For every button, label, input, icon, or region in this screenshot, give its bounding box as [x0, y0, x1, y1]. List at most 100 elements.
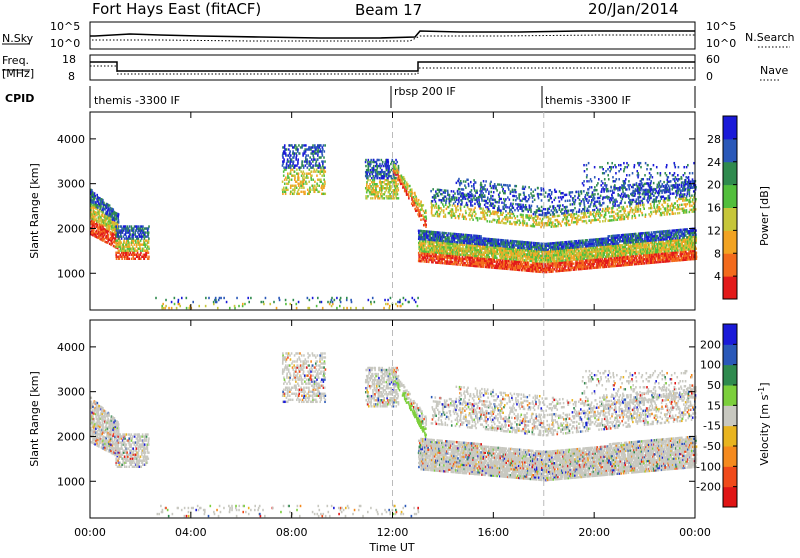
echo-cell — [370, 197, 372, 199]
echo-cell — [369, 179, 371, 181]
echo-cell — [586, 245, 588, 247]
echo-cell — [480, 235, 482, 237]
beam-label: Beam 17 — [355, 1, 422, 19]
echo-cell — [372, 179, 374, 181]
echo-cell — [489, 256, 491, 258]
echo-cell — [631, 249, 633, 251]
echo-cell — [120, 235, 122, 237]
echo-cell — [582, 249, 584, 251]
echo-cell — [377, 185, 379, 187]
echo-cell — [320, 156, 322, 158]
echo-cell — [314, 144, 316, 146]
echo-cell — [324, 166, 326, 168]
echo-cell — [548, 251, 550, 253]
echo-cell — [291, 158, 293, 160]
echo-cell — [606, 266, 608, 268]
echo-cell — [644, 262, 646, 264]
echo-cell — [425, 246, 427, 248]
echo-cell — [381, 159, 383, 161]
echo-cell — [296, 168, 298, 170]
echo-cell — [302, 144, 304, 146]
echo-cell — [316, 189, 318, 191]
echo-cell — [115, 225, 117, 227]
echo-cell — [531, 242, 533, 244]
echo-cell — [325, 170, 327, 172]
echo-cell — [382, 181, 384, 183]
freq-panel: Freq. [MHz] 18 8 60 0 Nave — [2, 53, 788, 83]
echo-cell — [462, 234, 464, 236]
freq-label: Freq. — [2, 54, 29, 67]
echo-cell — [404, 178, 406, 180]
echo-cell — [609, 255, 611, 257]
echo-cell — [574, 240, 576, 242]
echo-cell — [287, 189, 289, 191]
freq-tick-top: 18 — [62, 53, 76, 66]
echo-cell — [572, 262, 574, 264]
echo-cell — [118, 225, 120, 227]
echo-cell — [442, 240, 444, 242]
echo-cell — [121, 227, 123, 229]
cpid-row: CPID themis -3300 IF rbsp 200 IF themis … — [5, 85, 695, 108]
echo-cell — [316, 168, 318, 170]
echo-cell — [425, 224, 427, 226]
echo-cell — [314, 185, 316, 187]
echo-cell — [626, 244, 628, 246]
echo-cell — [552, 270, 554, 272]
station-title: Fort Hays East (fitACF) — [92, 0, 261, 18]
echo-cell — [306, 172, 308, 174]
echo-cell — [504, 239, 506, 241]
echo-cell — [398, 197, 400, 199]
echo-cell — [305, 164, 307, 166]
echo-cell — [304, 191, 306, 193]
echo-cell — [283, 187, 285, 189]
echo-cell — [638, 251, 640, 253]
echo-cell — [458, 233, 460, 235]
echo-cell — [306, 158, 308, 160]
echo-cell — [539, 244, 541, 246]
echo-cell — [316, 183, 318, 185]
echo-cell — [115, 252, 117, 254]
echo-cell — [134, 243, 136, 245]
echo-cell — [310, 189, 312, 191]
echo-cell — [314, 168, 316, 170]
echo-cell — [399, 179, 401, 181]
echo-cell — [310, 162, 312, 164]
echo-cell — [420, 219, 422, 221]
echo-cell — [308, 168, 310, 170]
echo-cell — [308, 181, 310, 183]
echo-cell — [378, 159, 380, 161]
freq-frame — [90, 55, 695, 80]
echo-cell — [324, 150, 326, 152]
echo-cell — [139, 243, 141, 245]
echo-cell — [294, 174, 296, 176]
echo-cell — [322, 148, 324, 150]
echo-cell — [621, 264, 623, 266]
echo-cell — [288, 164, 290, 166]
echo-cell — [148, 225, 150, 227]
echo-cell — [140, 248, 142, 250]
echo-cell — [128, 258, 130, 260]
cpid-label: CPID — [5, 92, 34, 105]
echo-cell — [134, 258, 136, 260]
echo-cell — [384, 171, 386, 173]
date-label: 20/Jan/2014 — [588, 0, 679, 18]
echo-cell — [124, 237, 126, 239]
echo-cell — [657, 231, 659, 233]
echo-cell — [365, 165, 367, 167]
echo-cell — [324, 144, 326, 146]
echo-cell — [445, 232, 447, 234]
echo-cell — [288, 148, 290, 150]
echo-cell — [109, 207, 111, 209]
echo-cell — [289, 144, 291, 146]
echo-cell — [318, 185, 320, 187]
echo-cell — [322, 160, 324, 162]
echo-cell — [390, 185, 392, 187]
echo-cell — [91, 189, 93, 191]
echo-cell — [97, 227, 99, 229]
echo-cell — [294, 152, 296, 154]
echo-cell — [649, 244, 651, 246]
echo-cell — [495, 239, 497, 241]
echo-cell — [413, 196, 415, 198]
echo-cell — [112, 208, 114, 210]
echo-cell — [515, 248, 517, 250]
